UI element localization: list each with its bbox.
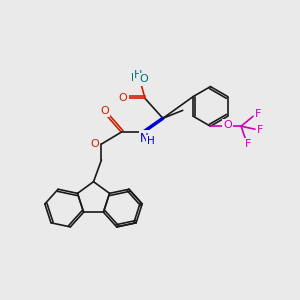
Text: O: O bbox=[119, 94, 128, 103]
Text: F: F bbox=[245, 139, 251, 149]
Text: N: N bbox=[140, 132, 148, 145]
Text: H: H bbox=[147, 136, 155, 146]
Text: ·: · bbox=[139, 71, 143, 85]
Text: O: O bbox=[223, 120, 232, 130]
Text: F: F bbox=[257, 125, 263, 135]
Text: H: H bbox=[134, 70, 142, 80]
Text: O: O bbox=[90, 139, 99, 149]
Text: O: O bbox=[100, 106, 109, 116]
Text: F: F bbox=[255, 109, 261, 119]
Text: O: O bbox=[140, 74, 148, 84]
Text: H: H bbox=[131, 73, 139, 83]
